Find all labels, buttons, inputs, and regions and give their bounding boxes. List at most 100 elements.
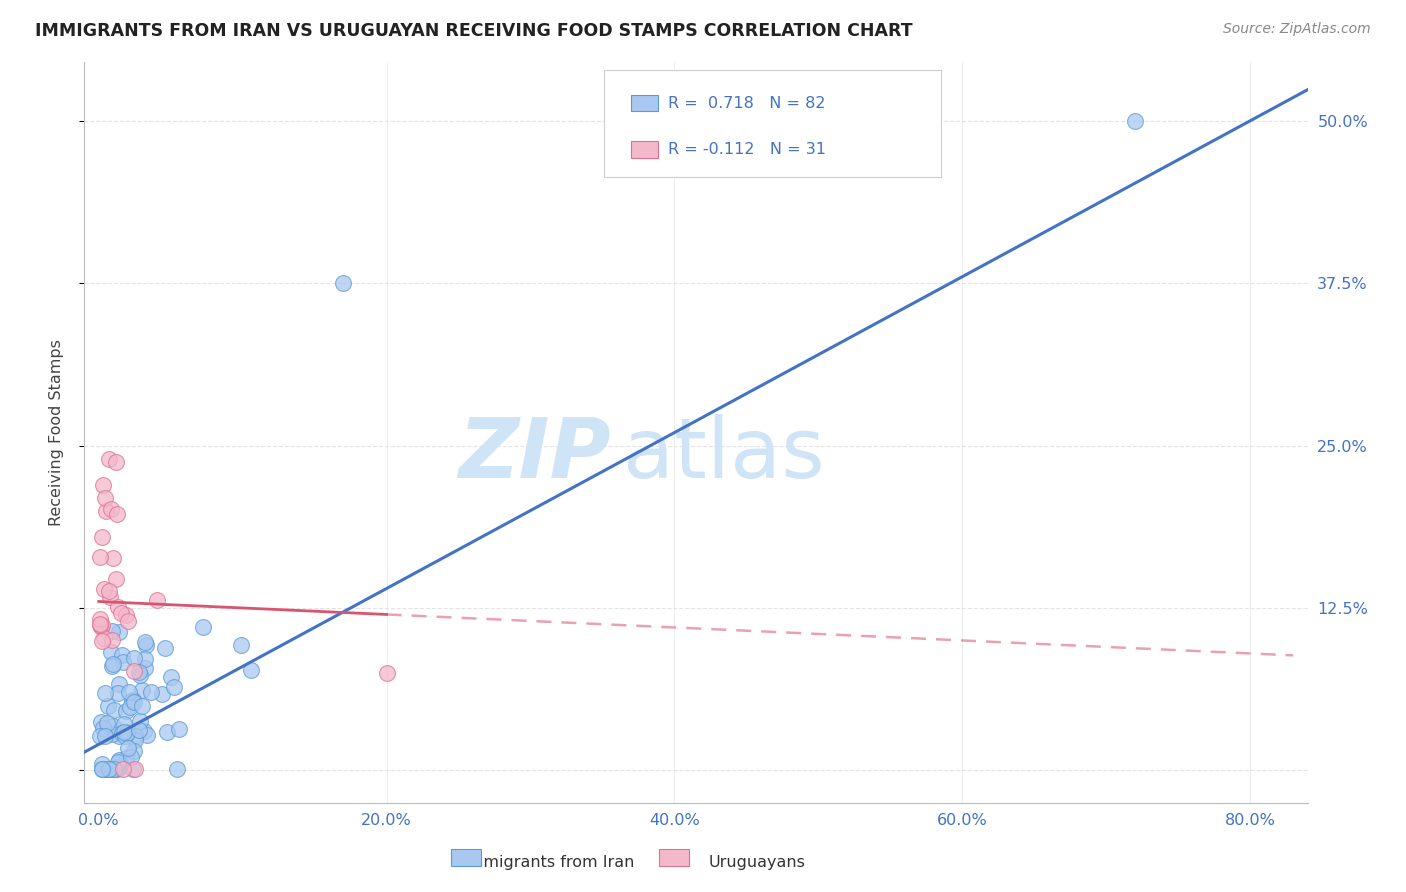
- Point: [131, 682, 153, 697]
- Point: [1123, 114, 1146, 128]
- Point: [121, 694, 143, 708]
- Point: [114, 724, 136, 739]
- Text: ZIP: ZIP: [458, 414, 610, 495]
- Point: [117, 724, 139, 739]
- Point: [91, 477, 114, 491]
- Point: [128, 668, 150, 682]
- Point: [98, 583, 121, 598]
- Point: [103, 762, 125, 776]
- Point: [91, 722, 114, 736]
- Point: [115, 726, 138, 740]
- Point: [111, 762, 134, 776]
- Point: [169, 722, 191, 736]
- FancyBboxPatch shape: [605, 70, 941, 178]
- Point: [107, 753, 129, 767]
- Point: [101, 624, 124, 638]
- Point: [136, 728, 159, 742]
- Point: [100, 501, 122, 516]
- Point: [139, 685, 162, 699]
- Point: [134, 661, 156, 675]
- Point: [112, 717, 135, 731]
- Point: [100, 645, 122, 659]
- Point: [93, 729, 115, 743]
- Point: [89, 617, 111, 632]
- Point: [104, 454, 127, 468]
- Point: [240, 663, 263, 677]
- Point: [129, 714, 152, 729]
- Point: [90, 620, 112, 634]
- Point: [375, 665, 398, 680]
- Point: [93, 762, 115, 776]
- Point: [332, 277, 354, 291]
- Point: [101, 727, 124, 741]
- Point: [122, 762, 145, 776]
- Point: [131, 699, 153, 714]
- Point: [134, 652, 156, 666]
- Point: [89, 616, 111, 631]
- Point: [120, 700, 142, 714]
- Text: Immigrants from Iran: Immigrants from Iran: [464, 855, 636, 870]
- Point: [100, 762, 122, 776]
- Point: [155, 640, 177, 655]
- Point: [101, 719, 124, 733]
- Point: [120, 750, 142, 764]
- Y-axis label: Receiving Food Stamps: Receiving Food Stamps: [49, 339, 63, 526]
- Point: [124, 762, 146, 776]
- Point: [90, 529, 112, 543]
- Point: [107, 599, 129, 614]
- Point: [103, 703, 125, 717]
- Point: [110, 606, 132, 620]
- Point: [117, 740, 139, 755]
- Point: [108, 760, 131, 774]
- Point: [122, 695, 145, 709]
- Point: [163, 681, 186, 695]
- Point: [118, 685, 141, 699]
- Point: [145, 593, 167, 607]
- Point: [94, 762, 117, 776]
- Point: [134, 635, 156, 649]
- Point: [101, 659, 124, 673]
- Bar: [451, 849, 481, 866]
- Point: [121, 693, 143, 707]
- Point: [105, 507, 128, 521]
- Point: [117, 614, 139, 628]
- Point: [90, 762, 112, 776]
- Text: R = -0.112   N = 31: R = -0.112 N = 31: [668, 142, 825, 157]
- Point: [91, 757, 114, 772]
- Point: [107, 686, 129, 700]
- Point: [90, 714, 112, 729]
- Point: [111, 726, 134, 740]
- Point: [160, 670, 183, 684]
- Bar: [631, 95, 658, 112]
- Text: atlas: atlas: [623, 414, 824, 495]
- Point: [122, 744, 145, 758]
- Point: [108, 677, 131, 691]
- Point: [150, 687, 173, 701]
- Point: [89, 612, 111, 626]
- Point: [135, 638, 157, 652]
- Point: [94, 685, 117, 699]
- Point: [94, 503, 117, 517]
- Text: IMMIGRANTS FROM IRAN VS URUGUAYAN RECEIVING FOOD STAMPS CORRELATION CHART: IMMIGRANTS FROM IRAN VS URUGUAYAN RECEIV…: [35, 22, 912, 40]
- Bar: [659, 849, 689, 866]
- Point: [229, 638, 252, 652]
- Point: [115, 704, 138, 718]
- Text: Uruguayans: Uruguayans: [709, 855, 806, 870]
- Point: [105, 572, 128, 586]
- Point: [93, 582, 115, 597]
- Point: [122, 651, 145, 665]
- Point: [97, 762, 120, 776]
- Bar: [631, 141, 658, 158]
- Point: [97, 699, 120, 714]
- Point: [111, 648, 134, 663]
- Point: [107, 729, 129, 743]
- Point: [105, 762, 128, 776]
- Point: [97, 451, 120, 466]
- Point: [166, 762, 188, 776]
- Point: [90, 633, 112, 648]
- Point: [124, 729, 146, 743]
- Point: [96, 716, 118, 731]
- Point: [107, 755, 129, 769]
- Point: [114, 729, 136, 743]
- Point: [128, 723, 150, 737]
